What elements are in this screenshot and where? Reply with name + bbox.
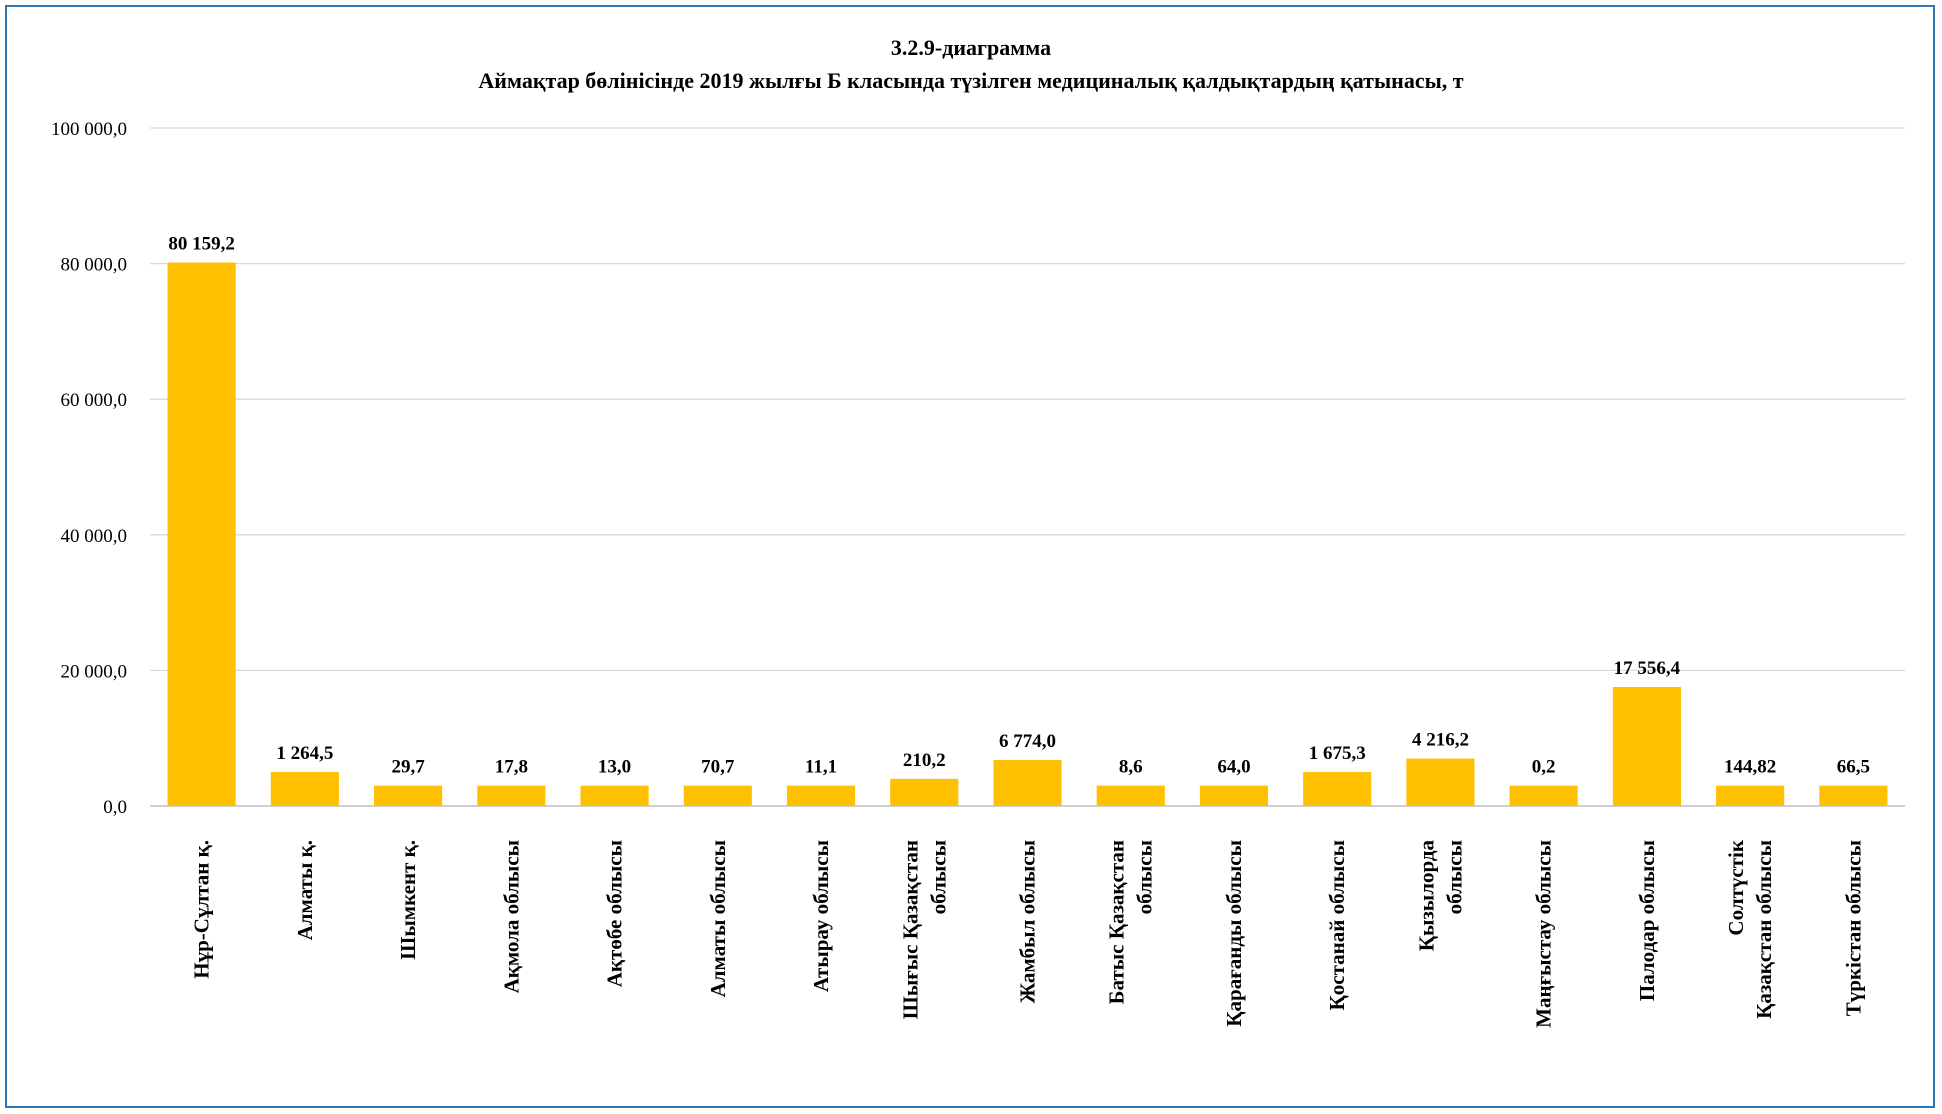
bar <box>993 760 1062 806</box>
data-label: 11,1 <box>805 757 837 778</box>
data-label: 8,6 <box>1119 757 1143 778</box>
bar <box>1612 686 1681 806</box>
y-tick-label: 20 000,0 <box>61 661 128 682</box>
category-label-line: Маңғыстау облысы <box>1532 840 1556 1028</box>
bar <box>1406 758 1475 806</box>
y-tick-label: 80 000,0 <box>61 255 128 276</box>
y-tick-label: 100 000,0 <box>51 119 127 140</box>
data-label: 13,0 <box>598 757 631 778</box>
bars <box>167 262 1888 806</box>
category-label-line: Ақтөбе облысы <box>603 840 627 987</box>
category-label-line: облысы <box>926 840 950 914</box>
data-label: 1 264,5 <box>276 743 333 764</box>
category-label: Нұр-Сұлтан қ. <box>190 840 214 979</box>
bar <box>1819 785 1888 806</box>
chart-title: 3.2.9-диаграмма <box>891 35 1051 60</box>
data-label: 4 216,2 <box>1412 730 1469 751</box>
y-tick-label: 40 000,0 <box>61 526 128 547</box>
bar <box>580 785 649 806</box>
data-labels: 80 159,2 1 264,5 29,7 17,8 13,0 70,7 11,1 210,2… <box>168 234 1870 778</box>
data-label: 29,7 <box>391 757 425 778</box>
bar <box>683 785 752 806</box>
category-label-line: Түркістан облысы <box>1841 840 1865 1016</box>
bar <box>1509 785 1578 806</box>
category-label: Қостанай облысы <box>1325 840 1349 1010</box>
chart-subtitle: Аймақтар бөлінісінде 2019 жылғы Б класын… <box>478 68 1463 93</box>
category-label: Ақтөбе облысы <box>603 840 627 987</box>
data-label: 17,8 <box>495 757 528 778</box>
category-label-line: Қарағанды облысы <box>1222 840 1246 1027</box>
data-label: 6 774,0 <box>999 731 1056 752</box>
data-label: 1 675,3 <box>1309 743 1366 764</box>
data-label: 144,82 <box>1724 757 1776 778</box>
category-label-line: Солтүстік <box>1724 839 1748 935</box>
bar <box>1199 785 1269 806</box>
data-label: 0,2 <box>1532 757 1556 778</box>
category-label-line: Алматы қ. <box>293 840 317 940</box>
category-label-line: Атырау облысы <box>809 840 833 992</box>
bar <box>786 785 856 806</box>
category-label: Шымкент қ. <box>396 840 420 960</box>
data-label: 64,0 <box>1217 757 1250 778</box>
data-label: 210,2 <box>903 750 946 771</box>
y-tick-label: 0,0 <box>103 797 127 818</box>
data-label: 80 159,2 <box>168 234 235 255</box>
y-tick-label: 60 000,0 <box>61 390 128 411</box>
bar <box>167 262 236 806</box>
category-label: Жамбыл облысы <box>1016 840 1040 1003</box>
category-label-line: Шымкент қ. <box>396 840 420 960</box>
category-label: Батыс Қазақстан облысы <box>1105 840 1157 1004</box>
category-label: Ақмола облысы <box>499 840 523 993</box>
category-label-line: Шығыс Қазақстан <box>898 840 922 1019</box>
category-label-line: облысы <box>1133 840 1157 914</box>
gridlines <box>150 127 1905 672</box>
category-label-line: Алматы облысы <box>706 840 730 997</box>
category-labels: Нұр-Сұлтан қ. Алматы қ. Шымкент қ. Ақмола о… <box>190 839 1866 1028</box>
data-label: 17 556,4 <box>1614 658 1681 679</box>
category-label-line: Қызылорда <box>1414 840 1438 952</box>
category-label: Шығыс Қазақстан облысы <box>898 840 950 1019</box>
bar <box>374 785 443 806</box>
bar <box>477 785 546 806</box>
category-label-line: Нұр-Сұлтан қ. <box>190 840 214 979</box>
chart-frame <box>5 5 1935 1108</box>
bar <box>270 772 339 806</box>
category-label: Қызылорда облысы <box>1414 840 1466 952</box>
category-label: Палодар облысы <box>1635 840 1659 1001</box>
category-label: Атырау облысы <box>809 840 833 992</box>
category-label-line: Палодар облысы <box>1635 840 1659 1001</box>
category-label: Солтүстік Қазақстан облысы <box>1724 839 1776 1019</box>
y-axis-ticks: 0,0 20 000,0 40 000,0 60 000,0 80 000,0 100 0… <box>51 119 127 818</box>
category-label-line: Қостанай облысы <box>1325 840 1349 1010</box>
category-label: Түркістан облысы <box>1841 840 1865 1016</box>
bar <box>890 778 959 806</box>
category-label-line: Жамбыл облысы <box>1016 840 1040 1003</box>
data-label: 66,5 <box>1837 757 1870 778</box>
category-label: Алматы қ. <box>293 840 317 940</box>
category-label: Алматы облысы <box>706 840 730 997</box>
category-label-line: Батыс Қазақстан <box>1105 840 1129 1004</box>
data-label: 70,7 <box>701 757 735 778</box>
category-label: Қарағанды облысы <box>1222 840 1246 1027</box>
category-label-line: Қазақстан облысы <box>1752 840 1776 1019</box>
category-label-line: облысы <box>1442 840 1466 914</box>
bar <box>1303 772 1372 806</box>
bar <box>1716 785 1785 806</box>
bar <box>1096 785 1165 806</box>
category-label: Маңғыстау облысы <box>1532 840 1556 1028</box>
category-label-line: Ақмола облысы <box>499 840 523 993</box>
